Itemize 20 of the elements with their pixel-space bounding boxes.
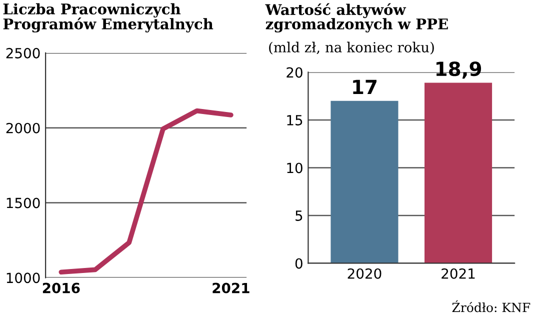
chart-title: Wartość aktywów zgromadzonych w PPE: [265, 3, 448, 32]
y-tick-label: 15: [287, 115, 302, 126]
x-tick-label: 2016: [42, 282, 80, 294]
y-tick-label: 2000: [6, 122, 40, 134]
y-tick-label: 0: [295, 258, 302, 269]
chart-title: Liczba Pracowniczych Programów Emerytalnych: [3, 3, 214, 32]
chart-subtitle: (mld zł, na koniec roku): [269, 42, 434, 54]
data-label: 18,9: [436, 61, 482, 79]
y-tick-label: 20: [286, 67, 302, 78]
x-tick-label: 2020: [348, 268, 382, 279]
x-tick-label: 2021: [212, 282, 250, 294]
x-tick-label: 2021: [442, 268, 475, 279]
y-tick-label: 10: [287, 162, 302, 174]
y-tick-label: 2500: [6, 48, 40, 58]
y-tick-label: 1500: [6, 198, 40, 208]
data-label: 17: [353, 80, 376, 94]
text: Źródło: KNF: [452, 300, 530, 312]
y-tick-label: 1000: [6, 272, 40, 284]
y-tick-label: 5: [296, 210, 302, 221]
line-series: [58, 108, 234, 275]
